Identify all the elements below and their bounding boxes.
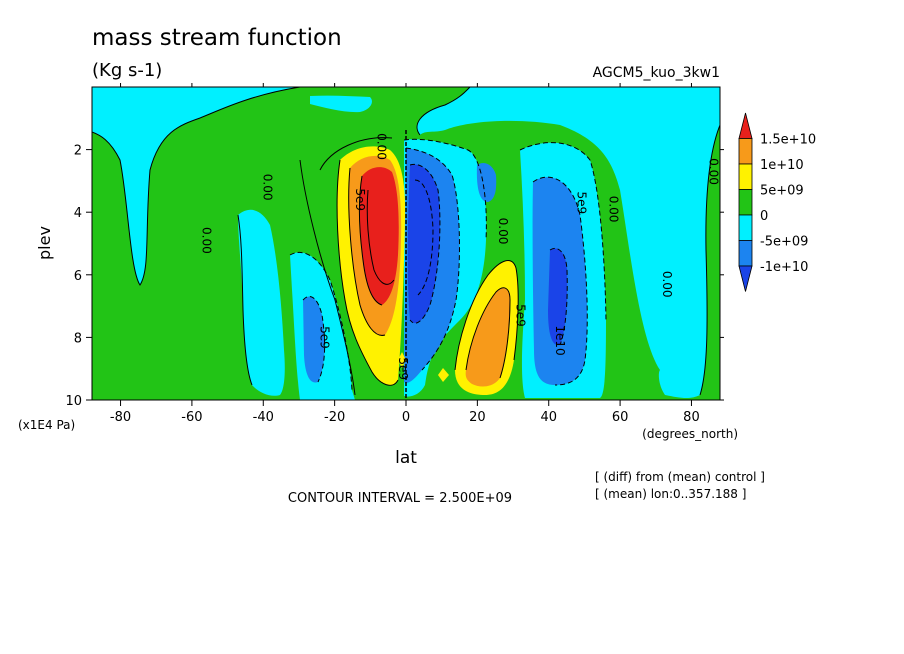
colorbar-swatch bbox=[738, 163, 753, 190]
region-darkblue-midlat bbox=[548, 248, 568, 346]
x-axis-units: (degrees_north) bbox=[642, 427, 738, 441]
region-cyan-top-left bbox=[310, 95, 372, 113]
x-tick-label: -40 bbox=[253, 410, 274, 425]
colorbar: 1.5e+10 1e+10 5e+09 0 -5e+09 -1e+10 bbox=[738, 112, 816, 292]
region-red-southern bbox=[359, 167, 399, 305]
contour-label: 5e9 bbox=[396, 357, 410, 380]
x-tick-label: -20 bbox=[324, 410, 345, 425]
contour-labels: 0.00 0.00 0.00 5e9 5e9 5e9 0.00 5e9 5e9 1e10 0.00 0… bbox=[200, 133, 720, 380]
x-tick-label: -60 bbox=[181, 410, 202, 425]
contour-label: 5e9 bbox=[514, 304, 528, 327]
y-axis-units: (x1E4 Pa) bbox=[18, 418, 75, 432]
note-mean: [ (mean) lon:0..357.188 ] bbox=[595, 487, 746, 501]
note-diff: [ (diff) from (mean) control ] bbox=[595, 470, 765, 484]
colorbar-swatch bbox=[738, 189, 753, 216]
region-cyan-lower-left bbox=[238, 209, 285, 396]
plot-area: 0.00 0.00 0.00 5e9 5e9 5e9 0.00 5e9 5e9 1e10 0.00 0… bbox=[92, 87, 720, 400]
run-label: AGCM5_kuo_3kw1 bbox=[593, 65, 720, 81]
contour-label: 1e10 bbox=[553, 325, 567, 355]
colorbar-swatch bbox=[738, 112, 753, 139]
region-blue-north-small bbox=[476, 163, 497, 202]
colorbar-swatch bbox=[738, 240, 753, 267]
contour-label: 0.00 bbox=[496, 218, 510, 245]
y-axis: 2 4 6 8 10 bbox=[65, 144, 724, 409]
x-axis: -80 -60 -40 -20 0 20 40 60 80 bbox=[110, 83, 700, 425]
contour-label: 5e9 bbox=[574, 191, 588, 214]
chart-title: mass stream function bbox=[92, 25, 342, 51]
y-axis-label: plev bbox=[35, 226, 54, 260]
colorbar-swatch bbox=[738, 214, 753, 241]
contour-label: 0.00 bbox=[660, 271, 674, 298]
contour-label: 0.00 bbox=[606, 196, 620, 223]
colorbar-label: -5e+09 bbox=[760, 235, 808, 250]
y-tick-label: 6 bbox=[74, 269, 82, 284]
y-tick-label: 2 bbox=[74, 144, 82, 159]
x-tick-label: 60 bbox=[612, 410, 629, 425]
x-tick-label: 20 bbox=[469, 410, 486, 425]
contour-label: 0.00 bbox=[374, 133, 388, 160]
y-tick-label: 8 bbox=[74, 331, 82, 346]
x-tick-label: -80 bbox=[110, 410, 131, 425]
colorbar-label: 1e+10 bbox=[760, 158, 804, 173]
x-tick-label: 80 bbox=[683, 410, 700, 425]
contour-lines bbox=[92, 87, 720, 396]
contour-label: 0.00 bbox=[200, 227, 214, 254]
contour-label: 5e9 bbox=[317, 326, 331, 349]
region-yellow-spot-2 bbox=[398, 352, 406, 368]
region-blue-southern bbox=[303, 296, 325, 383]
colorbar-label: 1.5e+10 bbox=[760, 133, 816, 148]
contour-interval: CONTOUR INTERVAL = 2.500E+09 bbox=[288, 491, 512, 506]
region-cyan-top-north bbox=[417, 87, 720, 399]
contour-label: 5e9 bbox=[353, 188, 367, 211]
region-yellow-spot bbox=[438, 368, 449, 382]
region-darkblue-core bbox=[407, 164, 440, 324]
y-tick-label: 10 bbox=[65, 394, 82, 409]
x-axis-label: lat bbox=[395, 448, 417, 468]
colorbar-swatch bbox=[738, 265, 753, 292]
region-cyan-northwest bbox=[92, 87, 300, 285]
contour-lines-dashed bbox=[289, 138, 607, 391]
contour-label: 0.00 bbox=[706, 158, 720, 185]
colorbar-label: 5e+09 bbox=[760, 184, 804, 199]
x-tick-label: 40 bbox=[540, 410, 557, 425]
x-tick-label: 0 bbox=[402, 410, 410, 425]
y-tick-label: 4 bbox=[74, 206, 82, 221]
region-orange-northern bbox=[465, 287, 510, 387]
colorbar-swatch bbox=[738, 138, 753, 165]
colorbar-label: -1e+10 bbox=[760, 260, 808, 275]
contour-label: 0.00 bbox=[260, 174, 274, 201]
colorbar-label: 0 bbox=[760, 209, 768, 224]
chart-subtitle: (Kg s-1) bbox=[92, 60, 162, 81]
